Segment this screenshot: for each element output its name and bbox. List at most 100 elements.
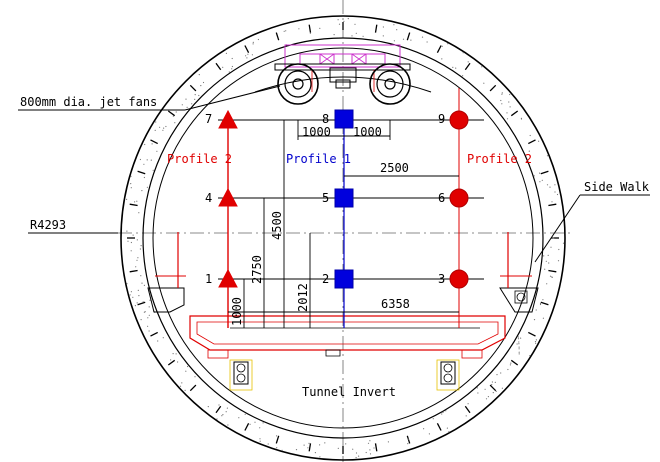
concrete-speckle <box>198 74 200 76</box>
concrete-speckle <box>477 392 479 394</box>
concrete-speckle <box>218 404 220 406</box>
concrete-speckle <box>367 442 370 444</box>
lining-segment-tick <box>436 45 442 53</box>
concrete-speckle <box>136 239 138 241</box>
concrete-speckle <box>501 93 503 95</box>
concrete-speckle <box>492 392 494 394</box>
concrete-speckle <box>535 339 538 341</box>
concrete-speckle <box>259 440 261 442</box>
concrete-speckle <box>484 388 486 390</box>
concrete-speckle <box>148 306 150 308</box>
point-label-4: 4 <box>205 191 212 205</box>
concrete-speckle <box>148 314 150 316</box>
concrete-speckle <box>539 172 541 174</box>
marker-5-square <box>334 188 354 208</box>
concrete-speckle <box>181 104 183 106</box>
marker-1-triangle <box>218 268 238 288</box>
concrete-speckle <box>231 68 233 70</box>
concrete-speckle <box>518 341 520 343</box>
concrete-speckle <box>369 440 371 442</box>
concrete-speckle <box>506 112 508 114</box>
concrete-speckle <box>369 453 372 455</box>
concrete-speckle <box>319 27 321 29</box>
concrete-speckle <box>462 52 464 54</box>
dim-4500: 4500 <box>270 211 284 240</box>
concrete-speckle <box>476 387 478 389</box>
concrete-speckle <box>535 342 537 344</box>
dim-1000-left: 1000 <box>302 125 331 139</box>
concrete-speckle <box>244 413 246 415</box>
concrete-speckle <box>549 275 552 277</box>
concrete-speckle <box>130 187 132 189</box>
concrete-speckle <box>135 266 137 268</box>
concrete-speckle <box>556 193 559 196</box>
concrete-speckle <box>562 242 565 244</box>
concrete-speckle <box>257 38 259 41</box>
concrete-speckle <box>156 150 158 152</box>
concrete-speckle <box>262 422 264 424</box>
point-label-1: 1 <box>205 272 212 286</box>
concrete-speckle <box>150 159 152 161</box>
concrete-speckle <box>446 427 448 429</box>
profile-2-left-markers <box>218 109 238 288</box>
concrete-speckle <box>455 67 457 69</box>
concrete-speckle <box>186 106 188 108</box>
lining-segment-tick <box>436 423 442 431</box>
concrete-speckle <box>352 448 354 450</box>
lining-segment-tick <box>374 443 378 452</box>
point-label-6: 6 <box>438 191 445 205</box>
concrete-speckle <box>314 452 316 454</box>
concrete-speckle <box>126 230 128 232</box>
concrete-speckle <box>225 52 227 55</box>
point-label-2: 2 <box>322 272 329 286</box>
concrete-speckle <box>144 143 146 146</box>
concrete-speckle <box>162 129 164 131</box>
concrete-speckle <box>194 376 196 378</box>
concrete-speckle <box>382 26 384 28</box>
concrete-speckle <box>252 41 254 44</box>
concrete-speckle <box>402 38 405 40</box>
concrete-speckle <box>483 82 485 84</box>
concrete-speckle <box>132 234 134 236</box>
concrete-speckle <box>467 61 469 63</box>
concrete-speckle <box>324 442 326 444</box>
concrete-speckle <box>343 20 345 22</box>
concrete-speckle <box>129 294 131 296</box>
point-label-5: 5 <box>322 191 329 205</box>
concrete-speckle <box>441 413 443 415</box>
concrete-speckle <box>198 94 200 97</box>
concrete-speckle <box>309 32 311 34</box>
lining-segment-tick <box>489 84 497 92</box>
concrete-speckle <box>485 398 488 400</box>
marker-7-triangle <box>218 109 238 129</box>
lining-segment-tick <box>215 405 222 414</box>
concrete-speckle <box>423 428 425 430</box>
dim-2750: 2750 <box>250 255 264 284</box>
point-label-9: 9 <box>438 112 445 126</box>
concrete-speckle <box>448 431 450 433</box>
lining-segment-tick <box>167 110 176 117</box>
concrete-speckle <box>140 245 142 247</box>
lining-segment-tick <box>464 62 471 71</box>
concrete-speckle <box>552 237 554 239</box>
marker-3-circle <box>449 269 469 289</box>
concrete-speckle <box>528 150 530 152</box>
lining-segment-tick <box>489 384 497 392</box>
concrete-speckle <box>134 201 136 203</box>
concrete-speckle <box>136 302 138 304</box>
lining-segment-tick <box>308 24 312 33</box>
concrete-speckle <box>152 169 154 171</box>
concrete-speckle <box>130 183 132 185</box>
concrete-speckle <box>487 396 489 398</box>
concrete-speckle <box>535 309 537 311</box>
concrete-speckle <box>130 250 132 252</box>
concrete-speckle <box>501 387 503 389</box>
concrete-speckle <box>134 305 136 307</box>
jet-fan-callout: 800mm dia. jet fans <box>18 85 281 111</box>
lining-segment-tick <box>215 62 222 71</box>
concrete-speckle <box>491 384 493 386</box>
concrete-speckle <box>175 111 177 113</box>
concrete-speckle <box>393 24 395 26</box>
concrete-speckle <box>132 296 134 298</box>
